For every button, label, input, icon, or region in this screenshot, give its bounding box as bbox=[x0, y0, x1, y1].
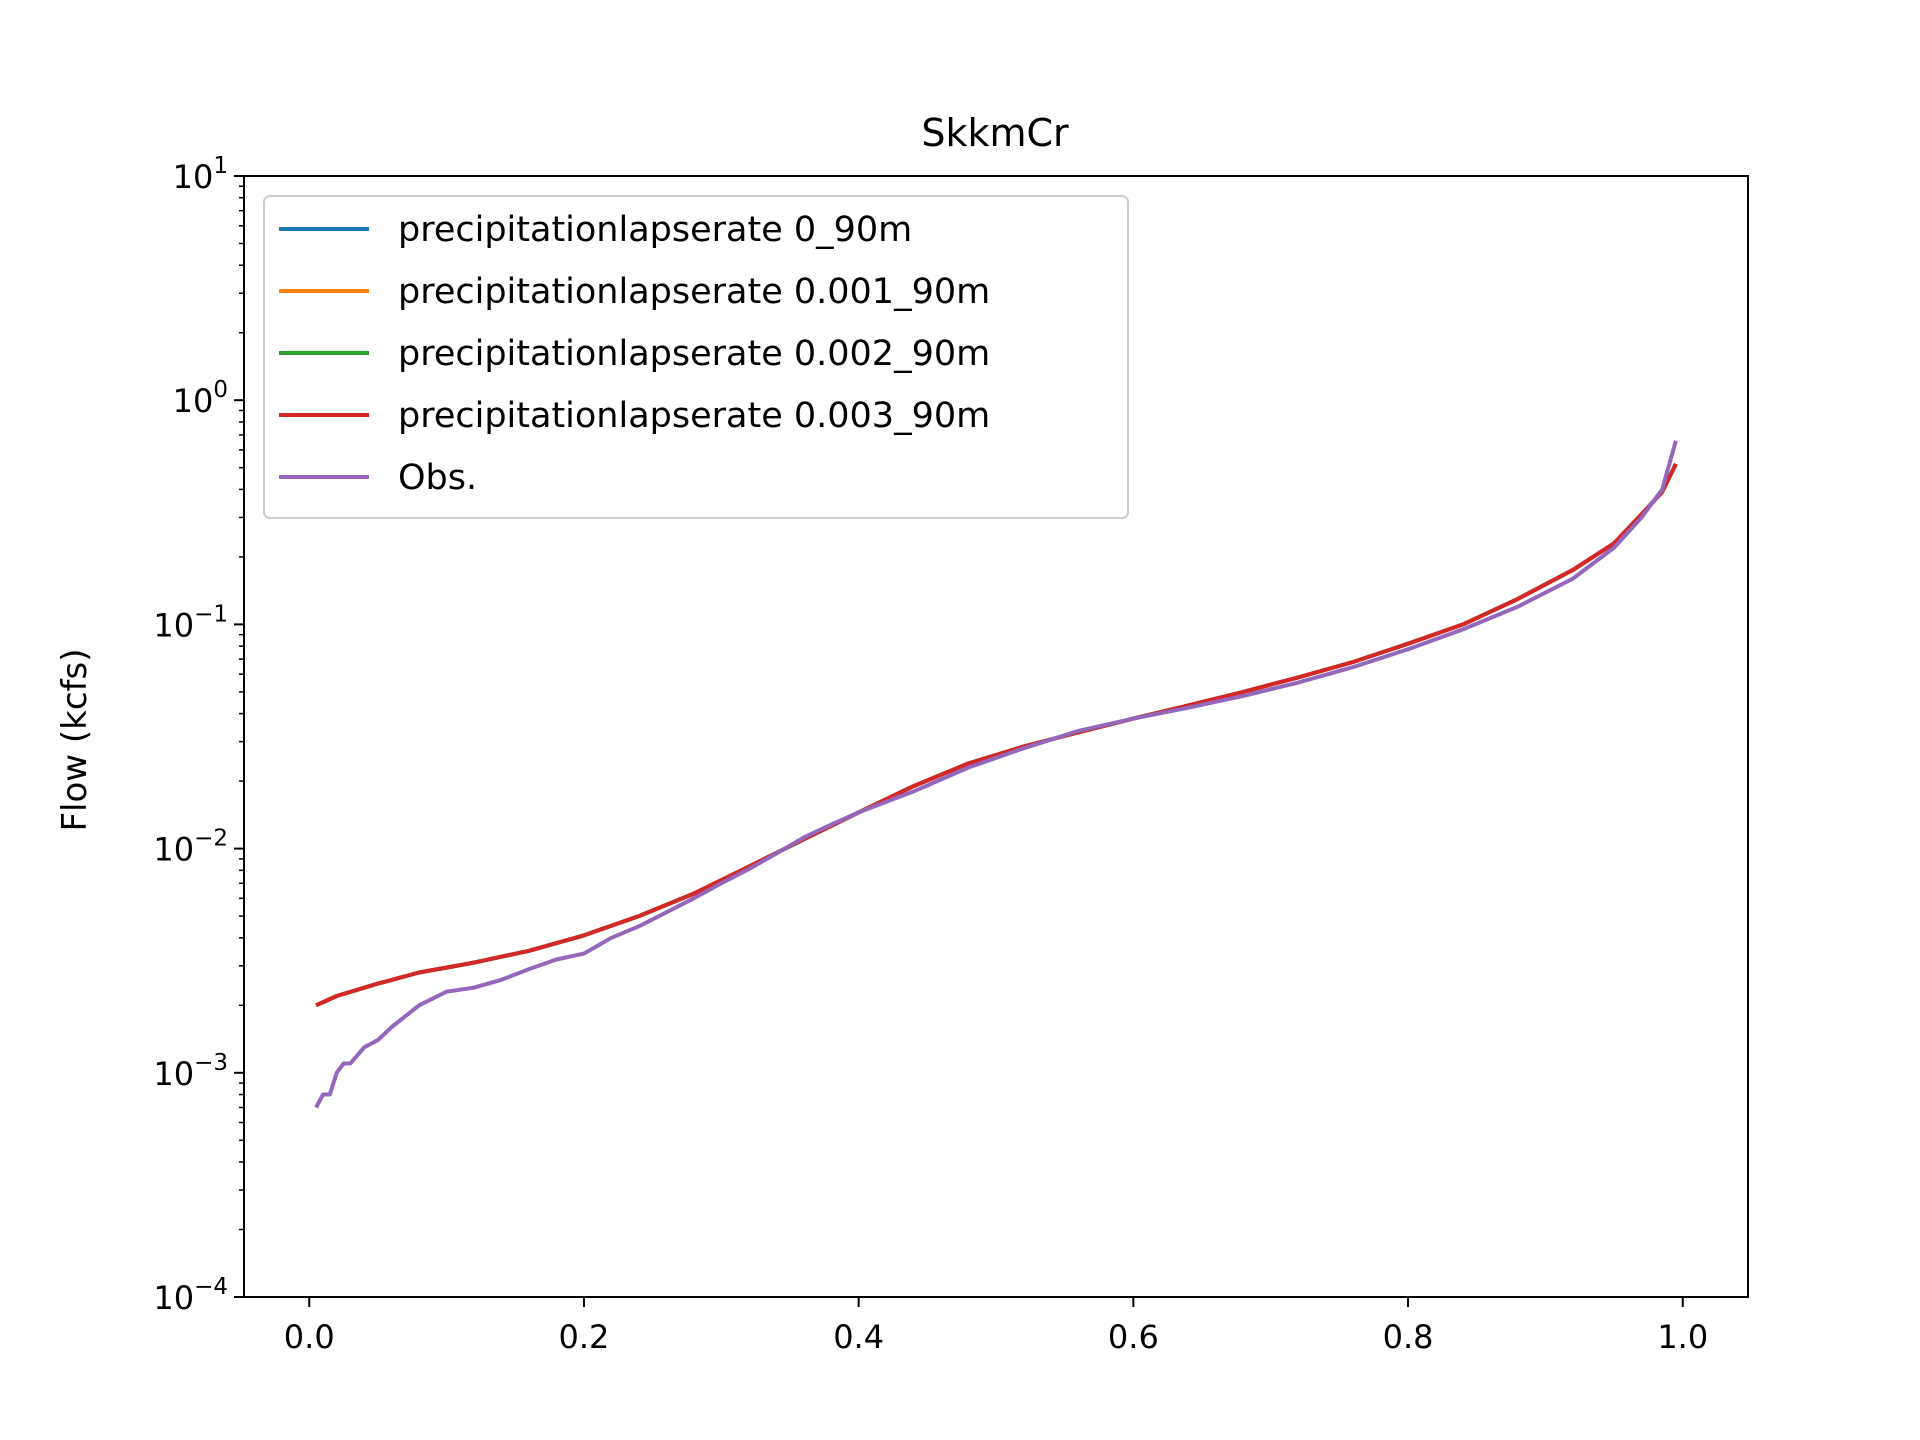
legend-label-2: precipitationlapserate 0.002_90m bbox=[398, 334, 990, 374]
legend-label-4: Obs. bbox=[398, 458, 477, 498]
y-tick-label: 10−1 bbox=[153, 601, 228, 644]
y-tick-label: 101 bbox=[173, 153, 228, 196]
legend: precipitationlapserate 0_90m precipitatio… bbox=[263, 195, 1129, 519]
series-line-4 bbox=[314, 440, 1678, 1109]
legend-box bbox=[263, 195, 1129, 519]
y-tick-label: 10−4 bbox=[153, 1274, 228, 1317]
x-tick-label: 0.8 bbox=[1383, 1318, 1434, 1356]
y-tick-label: 100 bbox=[173, 377, 228, 420]
x-tick-label: 0.4 bbox=[833, 1318, 884, 1356]
x-tick-label: 0.2 bbox=[558, 1318, 609, 1356]
plot-frame bbox=[243, 175, 1749, 1298]
series-lines bbox=[314, 440, 1678, 1109]
chart-title: SkkmCr bbox=[921, 111, 1069, 155]
x-tick-label: 1.0 bbox=[1657, 1318, 1708, 1356]
legend-label-1: precipitationlapserate 0.001_90m bbox=[398, 272, 990, 312]
x-tick-label: 0.6 bbox=[1108, 1318, 1159, 1356]
y-axis-label: Flow (kcfs) bbox=[55, 648, 95, 831]
legend-label-3: precipitationlapserate 0.003_90m bbox=[398, 396, 990, 436]
x-tick-label: 0.0 bbox=[284, 1318, 335, 1356]
y-tick-label: 10−2 bbox=[153, 826, 228, 869]
legend-label-0: precipitationlapserate 0_90m bbox=[398, 210, 912, 250]
axis-ticks: 0.0 0.2 0.4 0.6 0.8 1.0 10−4 10−3 10−2 10−1 100 101 bbox=[153, 153, 1708, 1356]
y-tick-label: 10−3 bbox=[153, 1050, 228, 1093]
